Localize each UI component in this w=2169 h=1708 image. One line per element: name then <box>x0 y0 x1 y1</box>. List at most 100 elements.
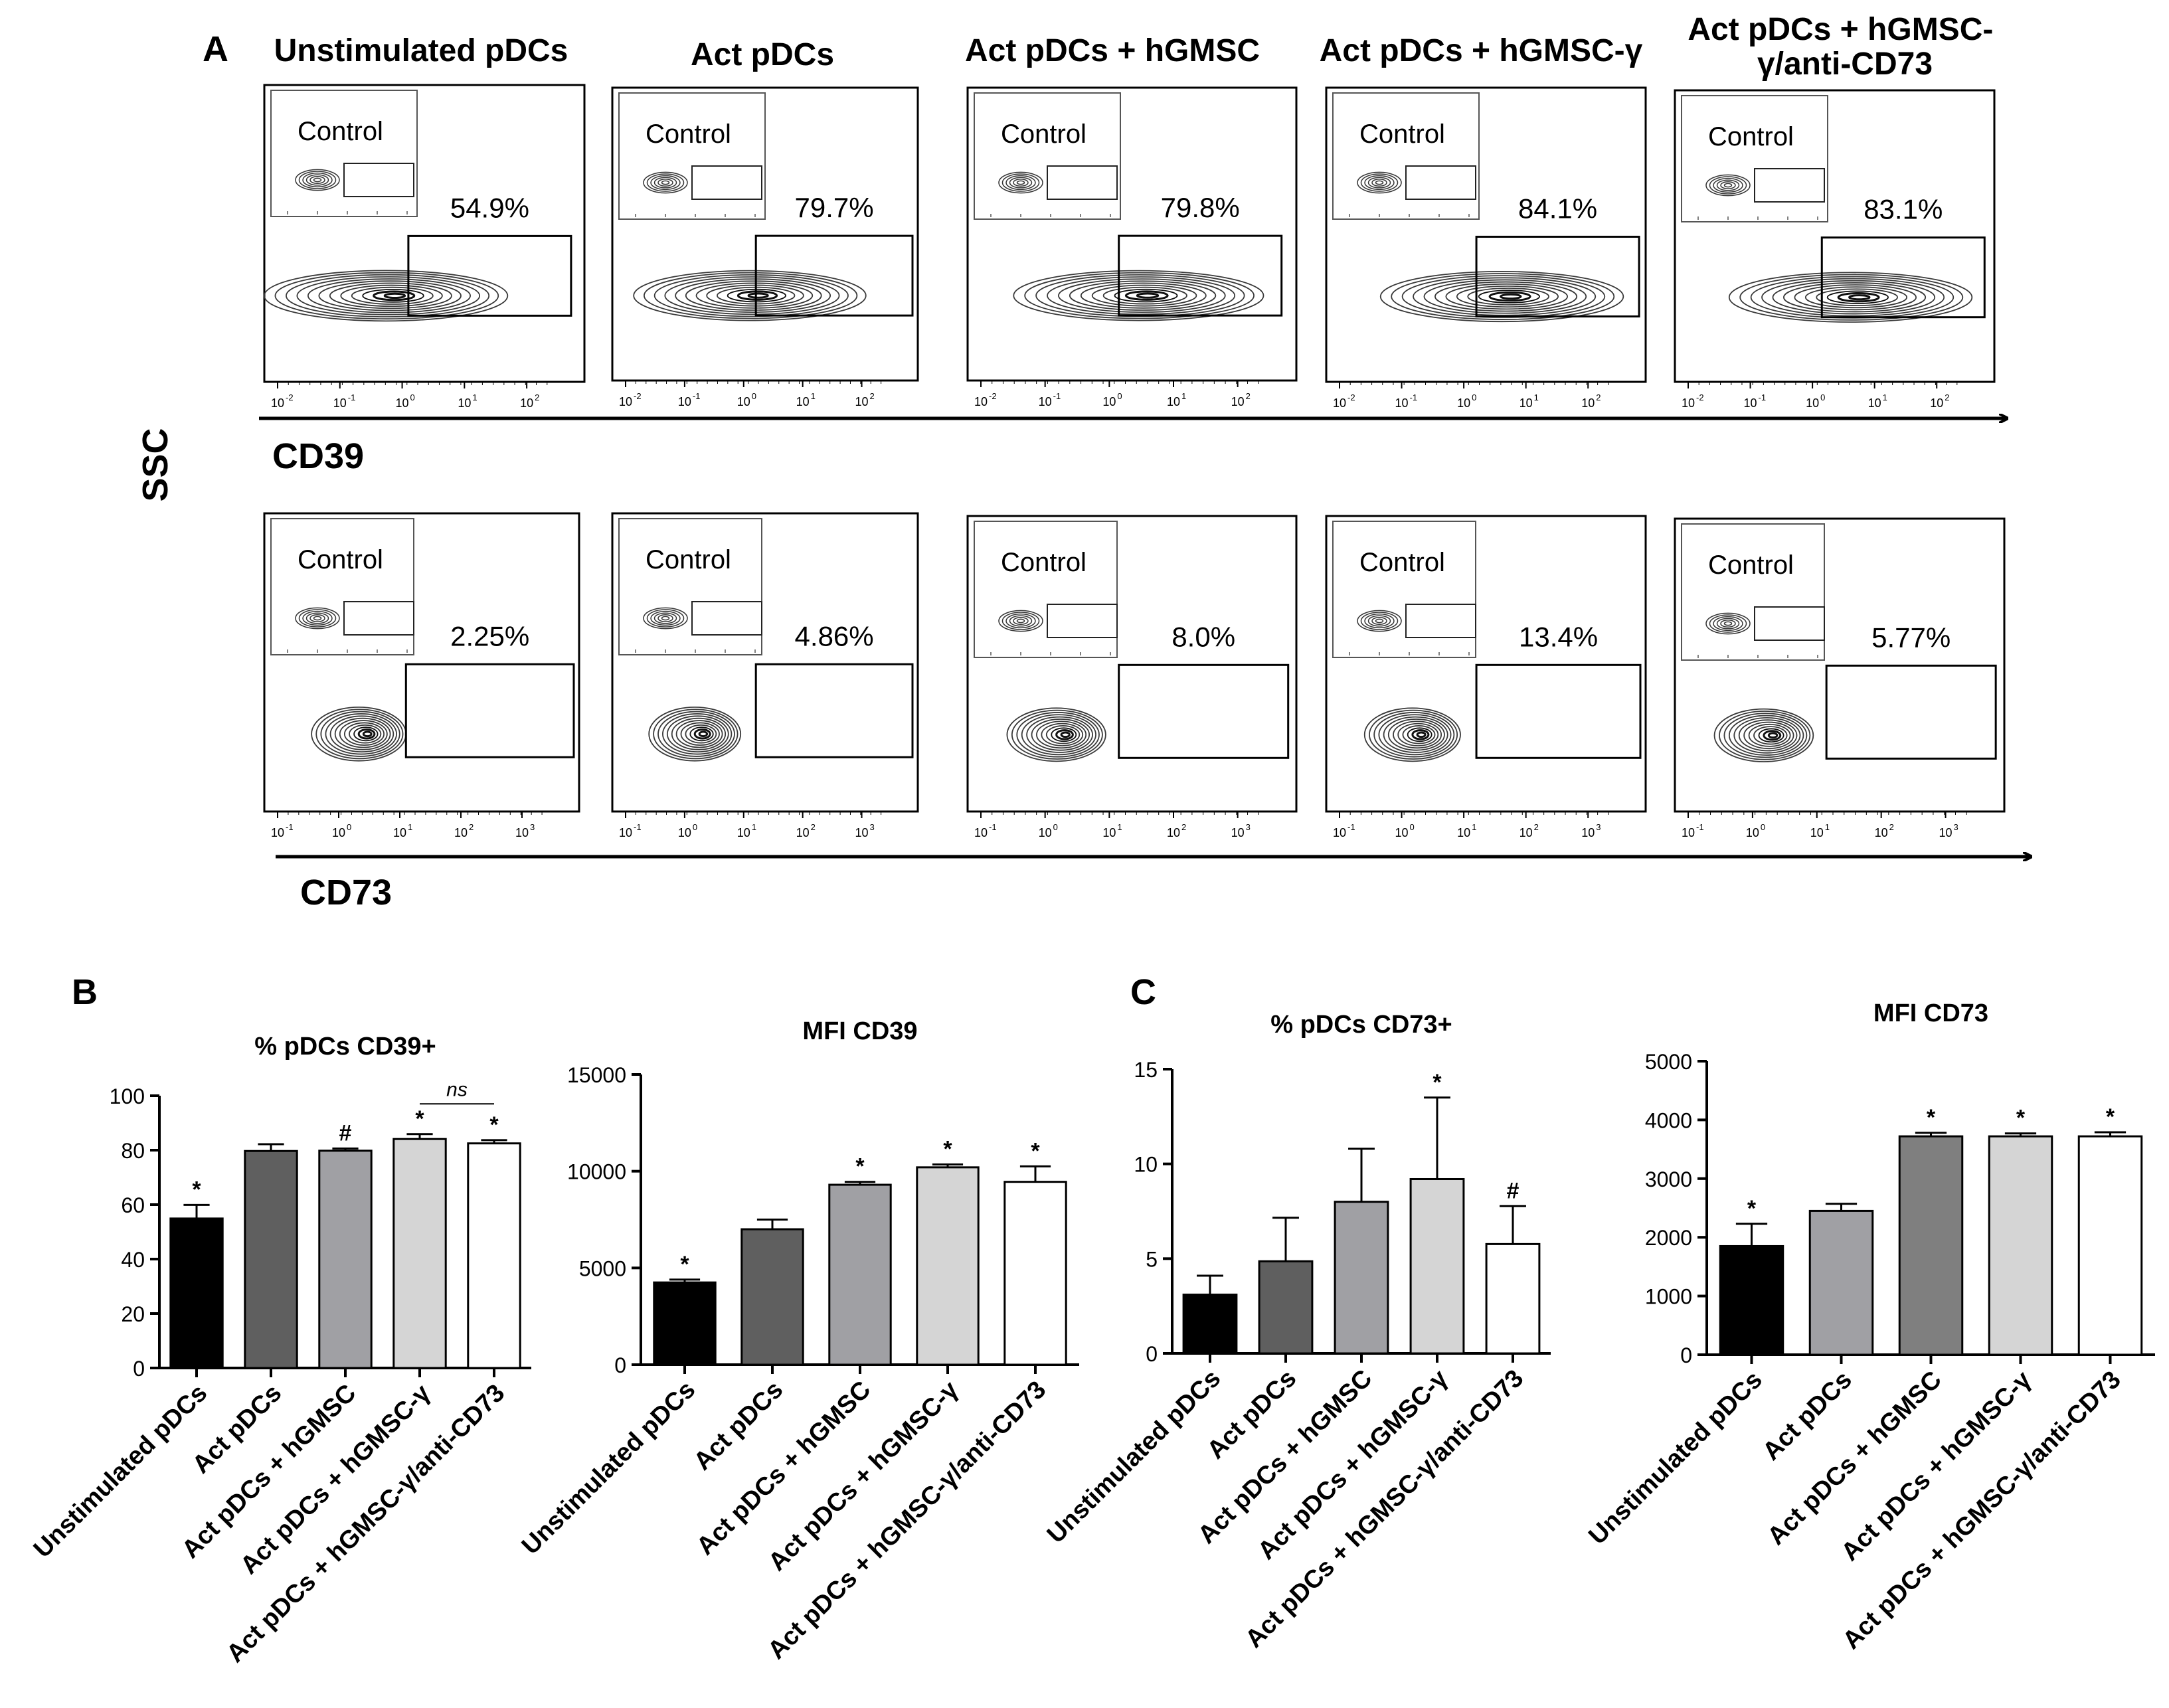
control-contour <box>1001 612 1040 630</box>
population-contour <box>357 728 376 740</box>
population-contour <box>1045 725 1081 744</box>
gate-percentage: 83.1% <box>1864 194 1943 225</box>
control-label: Control <box>1708 122 1794 151</box>
column-title-2: Act pDCs <box>691 37 834 72</box>
population-contour <box>1047 276 1236 315</box>
axis-tick-label: 10 <box>855 826 869 839</box>
population-contour <box>737 290 778 301</box>
axis-tick-exponent: 0 <box>1761 822 1765 832</box>
population-contour <box>657 711 735 757</box>
significance-mark: * <box>415 1106 424 1132</box>
axis-tick-exponent: -1 <box>1053 391 1061 401</box>
control-contour <box>1375 618 1384 624</box>
control-contour <box>646 609 685 628</box>
population-contour <box>1016 712 1100 758</box>
axis-tick-label: 10 <box>1457 396 1470 410</box>
axis-tick-exponent: 1 <box>472 392 477 402</box>
axis-tick-label: 10 <box>796 826 810 839</box>
control-contour <box>305 612 329 624</box>
population-contour <box>329 282 452 309</box>
axis-tick-exponent: 2 <box>1945 392 1949 402</box>
control-label: Control <box>1001 120 1086 149</box>
population-contour <box>315 709 404 760</box>
control-gate <box>691 165 762 200</box>
significance-mark: * <box>1927 1105 1936 1130</box>
y-tick-label: 100 <box>110 1084 145 1108</box>
population-contour <box>1013 270 1264 321</box>
y-tick-label: 20 <box>121 1302 145 1326</box>
significance-mark: * <box>2106 1104 2115 1130</box>
bar <box>2077 1135 2143 1356</box>
population-contour <box>1378 714 1452 756</box>
bar-chart-4: MFI CD73 0 1000 2000 3000 4000 5000 * Unstimulat… <box>1583 999 2155 1655</box>
population-contour <box>698 730 709 738</box>
axis-tick-label: 10 <box>1682 396 1695 410</box>
control-contour <box>1013 617 1029 625</box>
axis-tick-exponent: 0 <box>1117 391 1122 401</box>
population-contour <box>1767 732 1779 739</box>
control-gate <box>1047 165 1118 200</box>
population-contour <box>1031 719 1090 751</box>
axis-tick-exponent: -2 <box>286 392 294 402</box>
y-tick-label: 0 <box>133 1357 145 1381</box>
control-contour <box>643 171 688 194</box>
axis-tick-label: 10 <box>1868 396 1881 410</box>
axis-tick-label: 10 <box>1395 396 1409 410</box>
control-contour <box>657 179 673 187</box>
control-gate <box>343 163 414 197</box>
category-label: Act pDCs + hGMSC <box>691 1376 876 1561</box>
population-contour <box>695 282 814 309</box>
control-label: Control <box>1359 548 1445 577</box>
y-tick-label: 3000 <box>1645 1167 1692 1191</box>
population-contour <box>274 272 499 320</box>
control-contour <box>305 174 329 186</box>
population-contour <box>339 720 388 748</box>
axis-tick-exponent: 2 <box>870 391 875 401</box>
axis-tick-label: 10 <box>1231 826 1245 839</box>
axis-tick-label: 10 <box>1102 826 1116 839</box>
axis-tick-label: 10 <box>678 395 691 408</box>
positive-gate <box>404 663 575 758</box>
significance-mark: * <box>2016 1106 2026 1131</box>
y-tick-label: 0 <box>614 1353 626 1377</box>
control-contour <box>1005 175 1036 191</box>
population-contour <box>648 706 742 762</box>
control-inset-frame <box>1332 521 1476 658</box>
population-contour <box>1758 728 1784 743</box>
column-title-5: Act pDCs + hGMSC- γ/anti-CD73 <box>1688 12 2002 82</box>
population-contour <box>373 290 416 301</box>
category-label: Act pDCs + hGMSC <box>1763 1366 1947 1551</box>
control-contour <box>1720 181 1736 189</box>
population-contour <box>1393 721 1442 749</box>
axis-tick-exponent: 1 <box>1534 392 1539 402</box>
population-contour <box>383 292 406 299</box>
gate-percentage: 79.7% <box>795 192 874 223</box>
y-tick-label: 15 <box>1134 1058 1158 1082</box>
population-contour <box>1763 730 1782 741</box>
population-contour <box>334 717 391 750</box>
population-contour <box>1080 282 1207 309</box>
axis-tick-label: 10 <box>1806 396 1819 410</box>
y-tick-label: 4000 <box>1645 1108 1692 1132</box>
control-gate <box>343 601 414 636</box>
control-label: Control <box>646 545 731 574</box>
axis-tick-label: 10 <box>678 826 691 839</box>
axis-tick-label: 10 <box>1519 396 1533 410</box>
axis-tick-label: 10 <box>855 395 869 408</box>
axis-tick-label: 10 <box>737 826 750 839</box>
panel-c-label: C <box>1130 972 1156 1012</box>
population-contour <box>1413 277 1597 316</box>
control-contour <box>1360 173 1399 192</box>
population-contour <box>664 276 840 315</box>
axis-tick-label: 10 <box>619 826 632 839</box>
axis-tick-exponent: 2 <box>535 392 539 402</box>
category-label: Unstimulated pDCs <box>517 1376 701 1561</box>
control-gate <box>1754 168 1825 203</box>
control-contour <box>1013 179 1029 187</box>
axis-tick-label: 10 <box>1231 395 1245 408</box>
axis-tick-label: 10 <box>1519 826 1533 839</box>
population-contour <box>653 274 849 317</box>
population-contour <box>685 280 822 311</box>
ssc-axis-label: SSC <box>135 428 175 501</box>
